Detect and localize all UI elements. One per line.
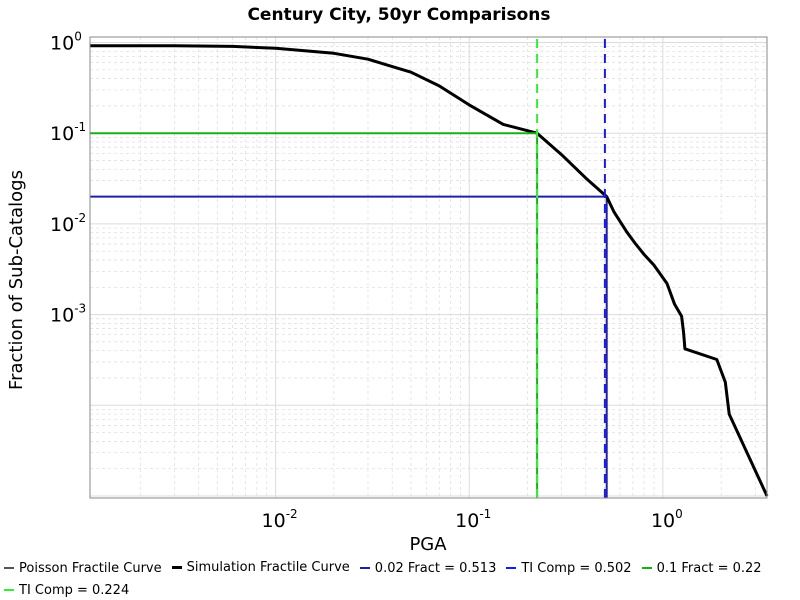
x-tick-label: 10-2 (262, 507, 298, 532)
legend-swatch (506, 567, 517, 569)
grid (90, 37, 767, 498)
legend-swatch (4, 589, 14, 591)
legend-swatch (171, 566, 182, 569)
chart-title: Century City, 50yr Comparisons (247, 5, 550, 25)
legend-item: 0.1 Fract = 0.22 (638, 561, 762, 576)
x-tick-label: 10-1 (455, 507, 491, 532)
legend-swatch (359, 567, 370, 569)
y-axis-label: Fraction of Sub-Catalogs (6, 170, 27, 390)
series-line-1 (89, 44, 769, 497)
series-layer (89, 37, 769, 498)
legend-label: 0.1 Fract = 0.22 (656, 560, 762, 576)
legend-label: 0.02 Fract = 0.513 (374, 560, 497, 576)
legend-row: Poisson Fractile Curve Simulation Fractil… (0, 558, 768, 576)
legend-row: TI Comp = 0.224 (0, 580, 135, 598)
tick-labels: 10-2 10-1 100 100 10-1 10-2 10-3 (50, 30, 683, 532)
legend-label: TI Comp = 0.502 (521, 560, 632, 576)
legend-item: 0.02 Fract = 0.513 (356, 560, 497, 576)
legend-swatch (4, 567, 14, 569)
y-tick-label: 10-2 (50, 211, 86, 236)
y-tick-label: 100 (50, 30, 82, 55)
legend-item: TI Comp = 0.224 (0, 583, 129, 598)
legend-item: Poisson Fractile Curve (0, 561, 162, 576)
x-axis-label: PGA (409, 534, 447, 555)
y-tick-label: 10-1 (50, 120, 86, 145)
legend-label: Simulation Fractile Curve (186, 560, 350, 575)
legend-label: Poisson Fractile Curve (19, 560, 162, 576)
y-tick-label: 10-3 (50, 302, 86, 327)
legend-item: Simulation Fractile Curve (168, 560, 350, 575)
legend-item: TI Comp = 0.502 (502, 560, 632, 576)
legend-swatch (641, 567, 652, 569)
x-tick-label: 100 (651, 507, 683, 532)
legend-label: TI Comp = 0.224 (19, 582, 130, 598)
plot-area (89, 36, 768, 499)
